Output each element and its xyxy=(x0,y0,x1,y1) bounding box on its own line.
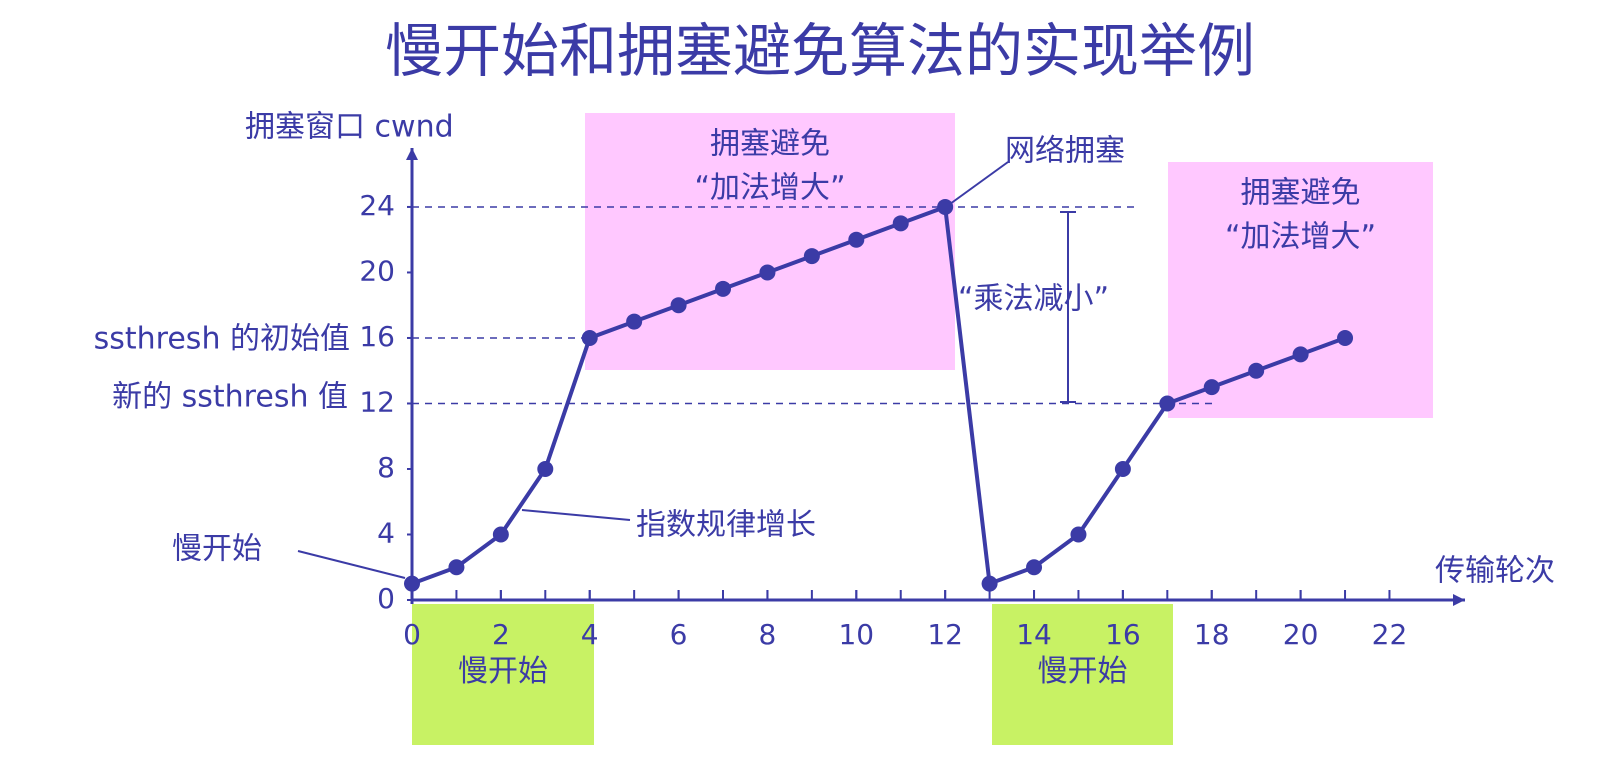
region-box xyxy=(1168,162,1433,418)
annotation: 指数规律增长 xyxy=(636,508,816,543)
data-point xyxy=(1292,346,1309,363)
leader-line xyxy=(949,161,1009,205)
data-point xyxy=(626,313,643,330)
region-box xyxy=(992,604,1173,745)
y-tick-label: 16 xyxy=(359,320,395,353)
data-point xyxy=(937,198,954,215)
data-point xyxy=(670,297,687,314)
region-box xyxy=(412,604,594,745)
data-point xyxy=(1159,395,1176,412)
region-label: “加法增大” xyxy=(694,171,845,206)
y-tick-label: 4 xyxy=(377,516,395,549)
x-tick-label: 0 xyxy=(403,618,421,651)
x-axis-arrow xyxy=(1453,594,1465,606)
y-axis-label: 拥塞窗口 cwnd xyxy=(245,110,454,145)
annotation: ssthresh 的初始值 xyxy=(94,322,350,357)
data-point xyxy=(581,329,598,346)
y-tick-label: 20 xyxy=(359,254,395,287)
region-label: 拥塞避免 xyxy=(710,127,830,162)
data-point xyxy=(1114,460,1131,477)
data-point xyxy=(448,559,465,576)
region-label: “加法增大” xyxy=(1225,220,1376,255)
regions: 拥塞避免 “加法增大” 拥塞避免 “加法增大” 慢开始 慢开始 xyxy=(412,113,1433,745)
data-point xyxy=(1337,329,1354,346)
annotation: 网络拥塞 xyxy=(1005,134,1125,169)
x-tick-label: 20 xyxy=(1283,618,1319,651)
x-tick-label: 2 xyxy=(492,618,510,651)
region-label: 慢开始 xyxy=(1038,654,1128,689)
x-tick-label: 6 xyxy=(670,618,688,651)
region-label: 拥塞避免 xyxy=(1241,176,1361,211)
x-axis-label: 传输轮次 xyxy=(1435,554,1555,589)
data-point xyxy=(1203,379,1220,396)
data-line xyxy=(411,204,1346,587)
data-point xyxy=(1026,559,1043,576)
y-tick-label: 24 xyxy=(359,189,395,222)
data-point xyxy=(848,231,865,248)
x-tick-label: 8 xyxy=(759,618,777,651)
x-tick-label: 14 xyxy=(1016,618,1052,651)
region-box xyxy=(585,113,955,370)
chart-title: 慢开始和拥塞避免算法的实现举例 xyxy=(385,17,1255,85)
x-tick-label: 12 xyxy=(927,618,963,651)
data-point xyxy=(715,280,732,297)
y-tick-label: 0 xyxy=(377,582,395,615)
data-point xyxy=(759,264,776,281)
data-point xyxy=(981,575,998,592)
x-tick-label: 18 xyxy=(1194,618,1230,651)
x-tick-label: 4 xyxy=(581,618,599,651)
y-tick-label: 12 xyxy=(359,385,395,418)
x-tick-label: 16 xyxy=(1105,618,1141,651)
annotation: “乘法减小” xyxy=(958,282,1109,317)
annotation: 新的 ssthresh 值 xyxy=(112,380,348,415)
data-point xyxy=(492,526,509,543)
data-point xyxy=(803,248,820,265)
annotation: 慢开始 xyxy=(172,532,262,567)
data-point xyxy=(537,460,554,477)
data-point xyxy=(1248,362,1265,379)
leader-line xyxy=(297,550,406,579)
decrease-arrow xyxy=(1060,211,1076,403)
x-tick-label: 22 xyxy=(1372,618,1408,651)
x-tick-label: 10 xyxy=(838,618,874,651)
leader-line xyxy=(521,509,631,521)
data-point xyxy=(404,575,420,592)
y-axis-arrow xyxy=(406,148,418,160)
y-tick-label: 8 xyxy=(377,451,395,484)
data-point xyxy=(892,215,909,232)
region-label: 慢开始 xyxy=(458,654,548,689)
data-point xyxy=(1070,526,1087,543)
